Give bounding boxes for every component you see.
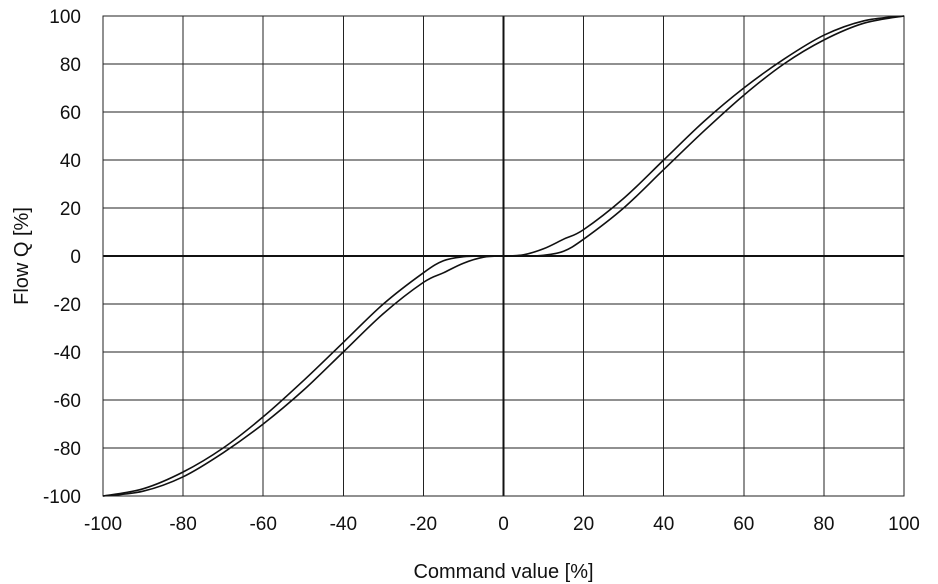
x-tick-label: 0 (498, 514, 509, 535)
x-tick-label: 40 (653, 514, 674, 535)
x-tick-label: 80 (813, 514, 834, 535)
y-tick-labels: 100 80 60 40 20 0 -20 -40 -60 -80 -100 (43, 7, 81, 508)
x-tick-label: 100 (888, 514, 920, 535)
y-tick-label: -80 (54, 439, 81, 460)
x-tick-label: -40 (330, 514, 357, 535)
y-tick-label: -60 (54, 391, 81, 412)
plot-frame (102, 15, 905, 497)
y-tick-label: -40 (54, 343, 81, 364)
x-tick-label: -60 (249, 514, 276, 535)
series-line-2 (102, 15, 905, 497)
y-axis-title: Flow Q [%] (11, 207, 33, 305)
x-tick-label: 20 (573, 514, 594, 535)
x-tick-label: 60 (733, 514, 754, 535)
y-tick-label: 0 (70, 247, 81, 268)
x-tick-labels: -100 -80 -60 -40 -20 0 20 40 60 80 100 (84, 514, 920, 535)
y-tick-label: 40 (60, 151, 81, 172)
y-tick-label: 60 (60, 103, 81, 124)
y-tick-label: 80 (60, 55, 81, 76)
series-curves (102, 15, 905, 497)
y-tick-label: 20 (60, 199, 81, 220)
x-tick-label: -20 (410, 514, 437, 535)
y-tick-label: 100 (49, 7, 81, 28)
x-tick-label: -100 (84, 514, 122, 535)
x-tick-label: -80 (169, 514, 196, 535)
x-axis-title: Command value [%] (413, 561, 593, 583)
y-tick-label: -100 (43, 487, 81, 508)
y-tick-label: -20 (54, 295, 81, 316)
